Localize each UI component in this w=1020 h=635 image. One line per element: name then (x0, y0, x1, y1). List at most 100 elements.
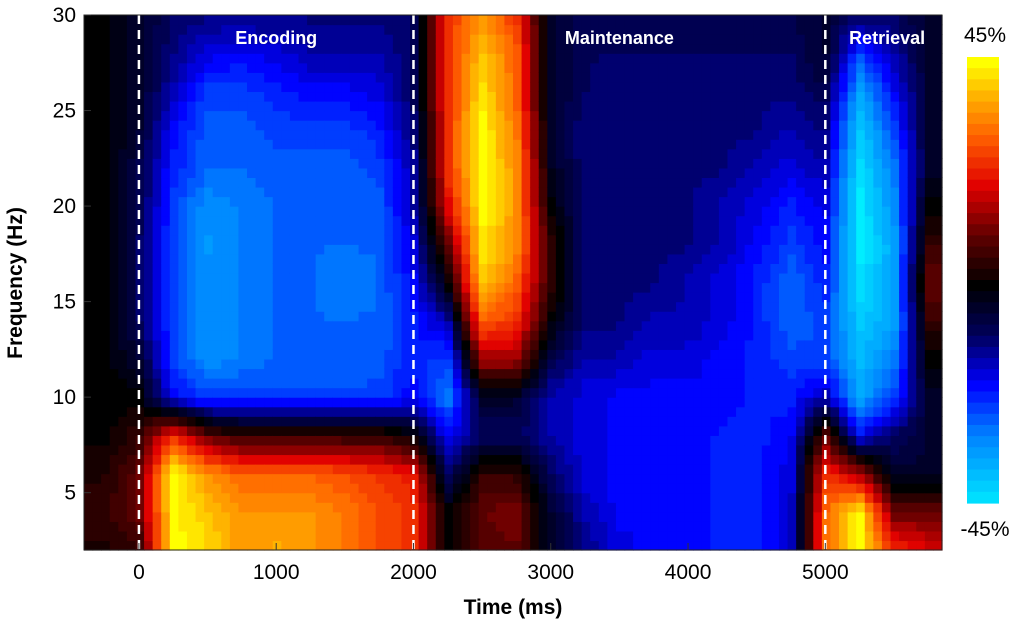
heatmap-cell (804, 139, 814, 150)
heatmap-cell (513, 53, 523, 64)
heatmap-cell (101, 473, 111, 484)
heatmap-cell (718, 215, 729, 226)
heatmap-cell (169, 378, 179, 389)
heatmap-cell (427, 416, 437, 427)
heatmap-cell (186, 473, 197, 484)
heatmap-cell (452, 511, 463, 522)
heatmap-cell (804, 339, 814, 350)
heatmap-cell (555, 120, 566, 131)
heatmap-cell (598, 406, 608, 417)
heatmap-cell (392, 397, 403, 408)
heatmap-cell (161, 540, 171, 551)
heatmap-cell (658, 492, 669, 503)
heatmap-cell (118, 62, 128, 73)
heatmap-cell (418, 34, 428, 45)
heatmap-cell (444, 148, 454, 159)
heatmap-cell (470, 72, 480, 83)
heatmap-cell (324, 406, 334, 417)
heatmap-cell (804, 272, 814, 284)
heatmap-cell (435, 492, 445, 503)
heatmap-cell (152, 62, 162, 73)
heatmap-cell (770, 521, 780, 532)
heatmap-cell (186, 43, 197, 54)
heatmap-cell (204, 416, 214, 427)
heatmap-cell (427, 43, 437, 54)
heatmap-cell (161, 387, 171, 398)
heatmap-cell (255, 416, 265, 427)
heatmap-cell (144, 425, 154, 436)
heatmap-cell (839, 53, 849, 64)
heatmap-cell (658, 301, 669, 312)
heatmap-cell (169, 177, 179, 188)
heatmap-cell (821, 444, 832, 456)
heatmap-cell (718, 158, 729, 169)
heatmap-cell (427, 62, 437, 73)
heatmap-cell (607, 110, 617, 121)
heatmap-cell (401, 397, 411, 408)
heatmap-cell (384, 34, 394, 45)
heatmap-cell (555, 186, 566, 198)
heatmap-cell (367, 253, 377, 264)
heatmap-cell (796, 234, 806, 245)
heatmap-cell (126, 378, 137, 389)
heatmap-cell (349, 521, 360, 532)
heatmap-cell (161, 521, 171, 532)
heatmap-cell (538, 492, 548, 503)
heatmap-cell (332, 444, 342, 456)
heatmap-cell (710, 378, 720, 389)
heatmap-cell (470, 473, 480, 484)
heatmap-cell (710, 454, 720, 465)
heatmap-cell (513, 358, 523, 370)
heatmap-cell (624, 129, 634, 140)
heatmap-cell (581, 330, 591, 341)
heatmap-cell (744, 521, 754, 532)
heatmap-cell (152, 444, 162, 456)
heatmap-cell (178, 215, 188, 226)
heatmap-cell (513, 100, 523, 112)
heatmap-cell (272, 425, 282, 436)
heatmap-cell (744, 378, 754, 389)
heatmap-cell (710, 435, 720, 446)
heatmap-cell (169, 62, 179, 73)
heatmap-cell (521, 91, 531, 102)
heatmap-cell (392, 349, 403, 360)
heatmap-cell (247, 110, 257, 121)
heatmap-cell (195, 206, 205, 217)
heatmap-cell (487, 444, 497, 456)
heatmap-cell (109, 339, 119, 350)
heatmap-cell (478, 502, 488, 513)
heatmap-cell (135, 368, 145, 379)
heatmap-cell (753, 483, 763, 494)
heatmap-cell (839, 320, 849, 331)
heatmap-cell (684, 530, 694, 542)
heatmap-cell (367, 540, 377, 551)
heatmap-cell (349, 225, 360, 236)
heatmap-cell (272, 444, 282, 456)
heatmap-cell (341, 167, 351, 179)
heatmap-cell (298, 215, 308, 226)
heatmap-cell (718, 139, 729, 150)
heatmap-cell (161, 416, 171, 427)
heatmap-cell (101, 177, 111, 188)
heatmap-cell (710, 530, 720, 542)
heatmap-cell (487, 349, 497, 360)
heatmap-cell (778, 540, 789, 551)
heatmap-cell (204, 282, 214, 293)
heatmap-cell (92, 81, 102, 93)
heatmap-cell (384, 177, 394, 188)
heatmap-cell (770, 540, 780, 551)
heatmap-cell (401, 311, 411, 322)
heatmap-cell (341, 129, 351, 140)
heatmap-cell (804, 511, 814, 522)
heatmap-cell (693, 167, 703, 179)
heatmap-cell (144, 464, 154, 475)
heatmap-cell (392, 129, 403, 140)
heatmap-cell (693, 378, 703, 389)
heatmap-cell (839, 167, 849, 179)
heatmap-cell (349, 320, 360, 331)
heatmap-cell (401, 521, 411, 532)
heatmap-cell (530, 406, 540, 417)
heatmap-cell (787, 406, 797, 417)
heatmap-cell (452, 139, 463, 150)
heatmap-cell (289, 435, 300, 446)
